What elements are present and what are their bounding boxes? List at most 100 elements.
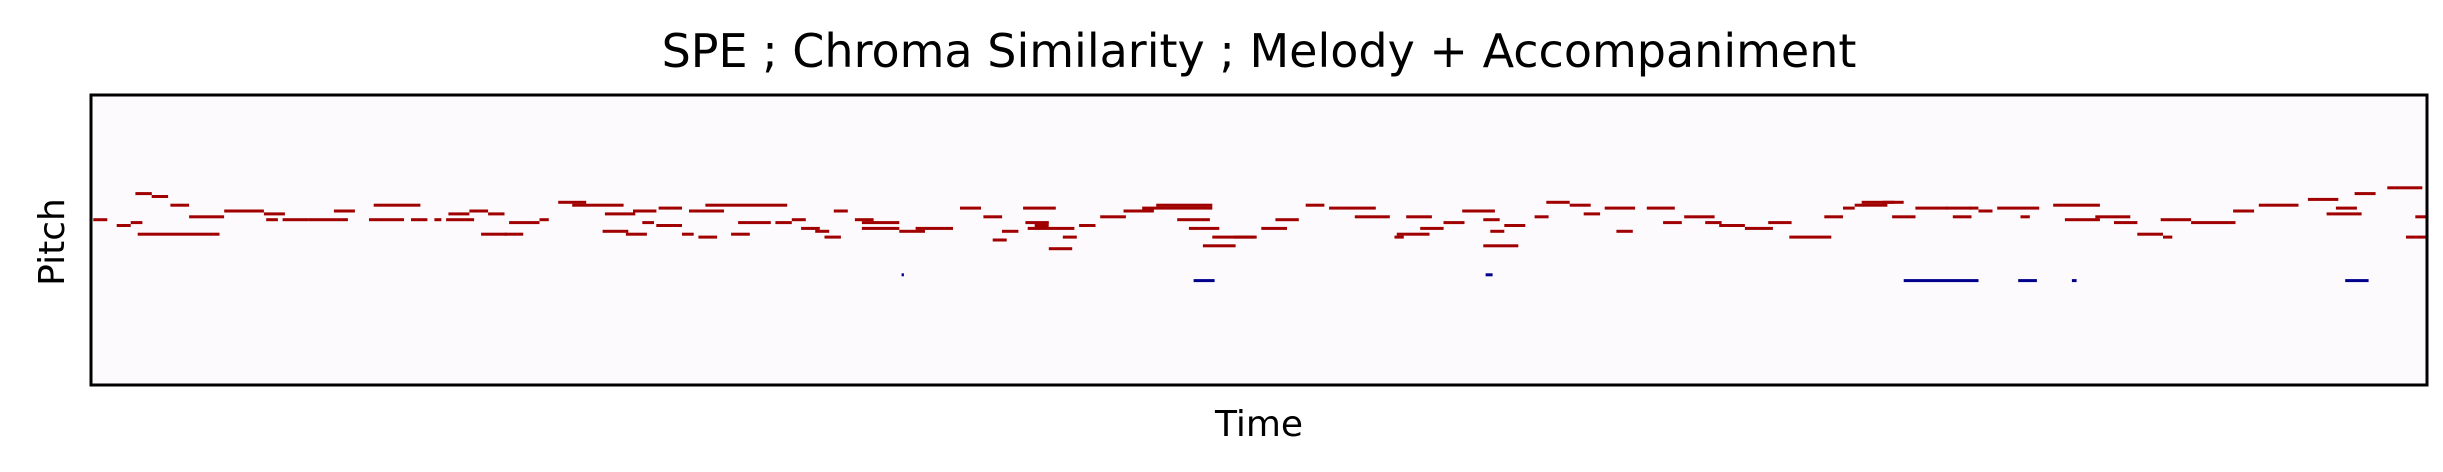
melody-note (481, 232, 507, 236)
melody-note (861, 226, 900, 230)
melody-note (705, 203, 788, 207)
melody-note (130, 221, 143, 225)
melody-note (151, 195, 169, 198)
melody-note (2095, 215, 2131, 219)
melody-note (1177, 218, 1210, 222)
melody-note (1420, 226, 1444, 230)
melody-note (899, 229, 925, 233)
melody-note (189, 215, 225, 219)
melody-note (1534, 215, 1549, 219)
melody-note (469, 209, 489, 213)
melody-note (266, 218, 278, 222)
melody-note (1952, 215, 1972, 219)
melody-note (1854, 203, 1888, 207)
melody-note (2335, 206, 2357, 210)
melody-note (1062, 235, 1077, 239)
melody-note (1156, 203, 1213, 207)
melody-note (824, 235, 841, 239)
melody-note (2258, 203, 2299, 207)
melody-note (2233, 209, 2255, 213)
melody-note (2406, 235, 2426, 239)
melody-note (1583, 212, 1601, 216)
melody-note (1483, 218, 1500, 222)
melody-note (1719, 224, 1745, 227)
melody-note (656, 224, 682, 227)
melody-note (1329, 206, 1376, 210)
accompaniment-note (2071, 279, 2077, 283)
melody-note (1079, 224, 1096, 227)
melody-note (1100, 215, 1126, 219)
melody-note (1027, 226, 1075, 230)
melody-note (1604, 206, 1636, 210)
melody-note (2387, 186, 2423, 190)
melody-note (2415, 215, 2426, 219)
melody-note (1504, 224, 1526, 227)
melody-note (446, 218, 475, 222)
melody-note (1188, 226, 1220, 230)
melody-note (1861, 200, 1895, 204)
melody-note (1616, 229, 1633, 233)
melody-note (642, 221, 654, 225)
melody-note (2163, 235, 2173, 239)
melody-note (738, 221, 771, 225)
melody-note (1789, 235, 1832, 239)
melody-note (1546, 200, 1570, 204)
melody-note (602, 229, 629, 233)
melody-note (1768, 221, 1792, 225)
accompaniment-note (1193, 279, 1215, 283)
melody-note (434, 218, 442, 222)
plot-frame (89, 93, 2429, 387)
plot-area (91, 95, 2427, 385)
melody-note (1275, 218, 1299, 222)
melody-note (2191, 221, 2236, 225)
melody-note (308, 218, 348, 222)
melody-note (224, 209, 264, 213)
melody-note (137, 232, 220, 236)
melody-note (2064, 218, 2100, 222)
melody-note (1969, 206, 1979, 210)
melody-note (1705, 221, 1722, 225)
melody-note (1882, 200, 1904, 204)
melody-note (488, 212, 505, 216)
melody-note (539, 218, 549, 222)
melody-note (1744, 226, 1773, 230)
melody-note (2160, 218, 2192, 222)
melody-note (509, 221, 540, 225)
y-axis-label: Pitch (32, 198, 73, 286)
melody-note (791, 218, 806, 222)
melody-note (698, 235, 718, 239)
melody-note (1023, 206, 1056, 210)
melody-note (1396, 232, 1430, 236)
melody-note (682, 232, 694, 236)
melody-note (1123, 209, 1154, 213)
melody-note (170, 203, 190, 207)
melody-note (833, 209, 848, 213)
melody-note (1915, 206, 1949, 210)
accompaniment-note (2018, 279, 2037, 283)
melody-note (2020, 215, 2030, 219)
melody-note (689, 209, 724, 213)
melody-note (992, 238, 1007, 242)
melody-note (854, 218, 874, 222)
melody-note (2053, 203, 2100, 207)
melody-note (1305, 203, 1325, 207)
melody-note (1646, 206, 1675, 210)
melody-note (1945, 206, 1972, 210)
melody-note (1233, 235, 1257, 239)
melody-note (983, 215, 1003, 219)
melody-note (1978, 209, 1993, 213)
melody-note (263, 212, 285, 216)
melody-note (373, 203, 421, 207)
melody-note (2354, 192, 2376, 196)
melody-note (915, 226, 953, 230)
melody-note (1483, 244, 1519, 248)
accompaniment-note (1485, 273, 1493, 277)
melody-note (1202, 244, 1236, 248)
notes-layer (93, 186, 2426, 283)
melody-note (1034, 224, 1049, 227)
melody-note (411, 218, 428, 222)
melody-note (1490, 229, 1505, 233)
melody-note (558, 200, 587, 204)
melody-note (815, 229, 830, 233)
